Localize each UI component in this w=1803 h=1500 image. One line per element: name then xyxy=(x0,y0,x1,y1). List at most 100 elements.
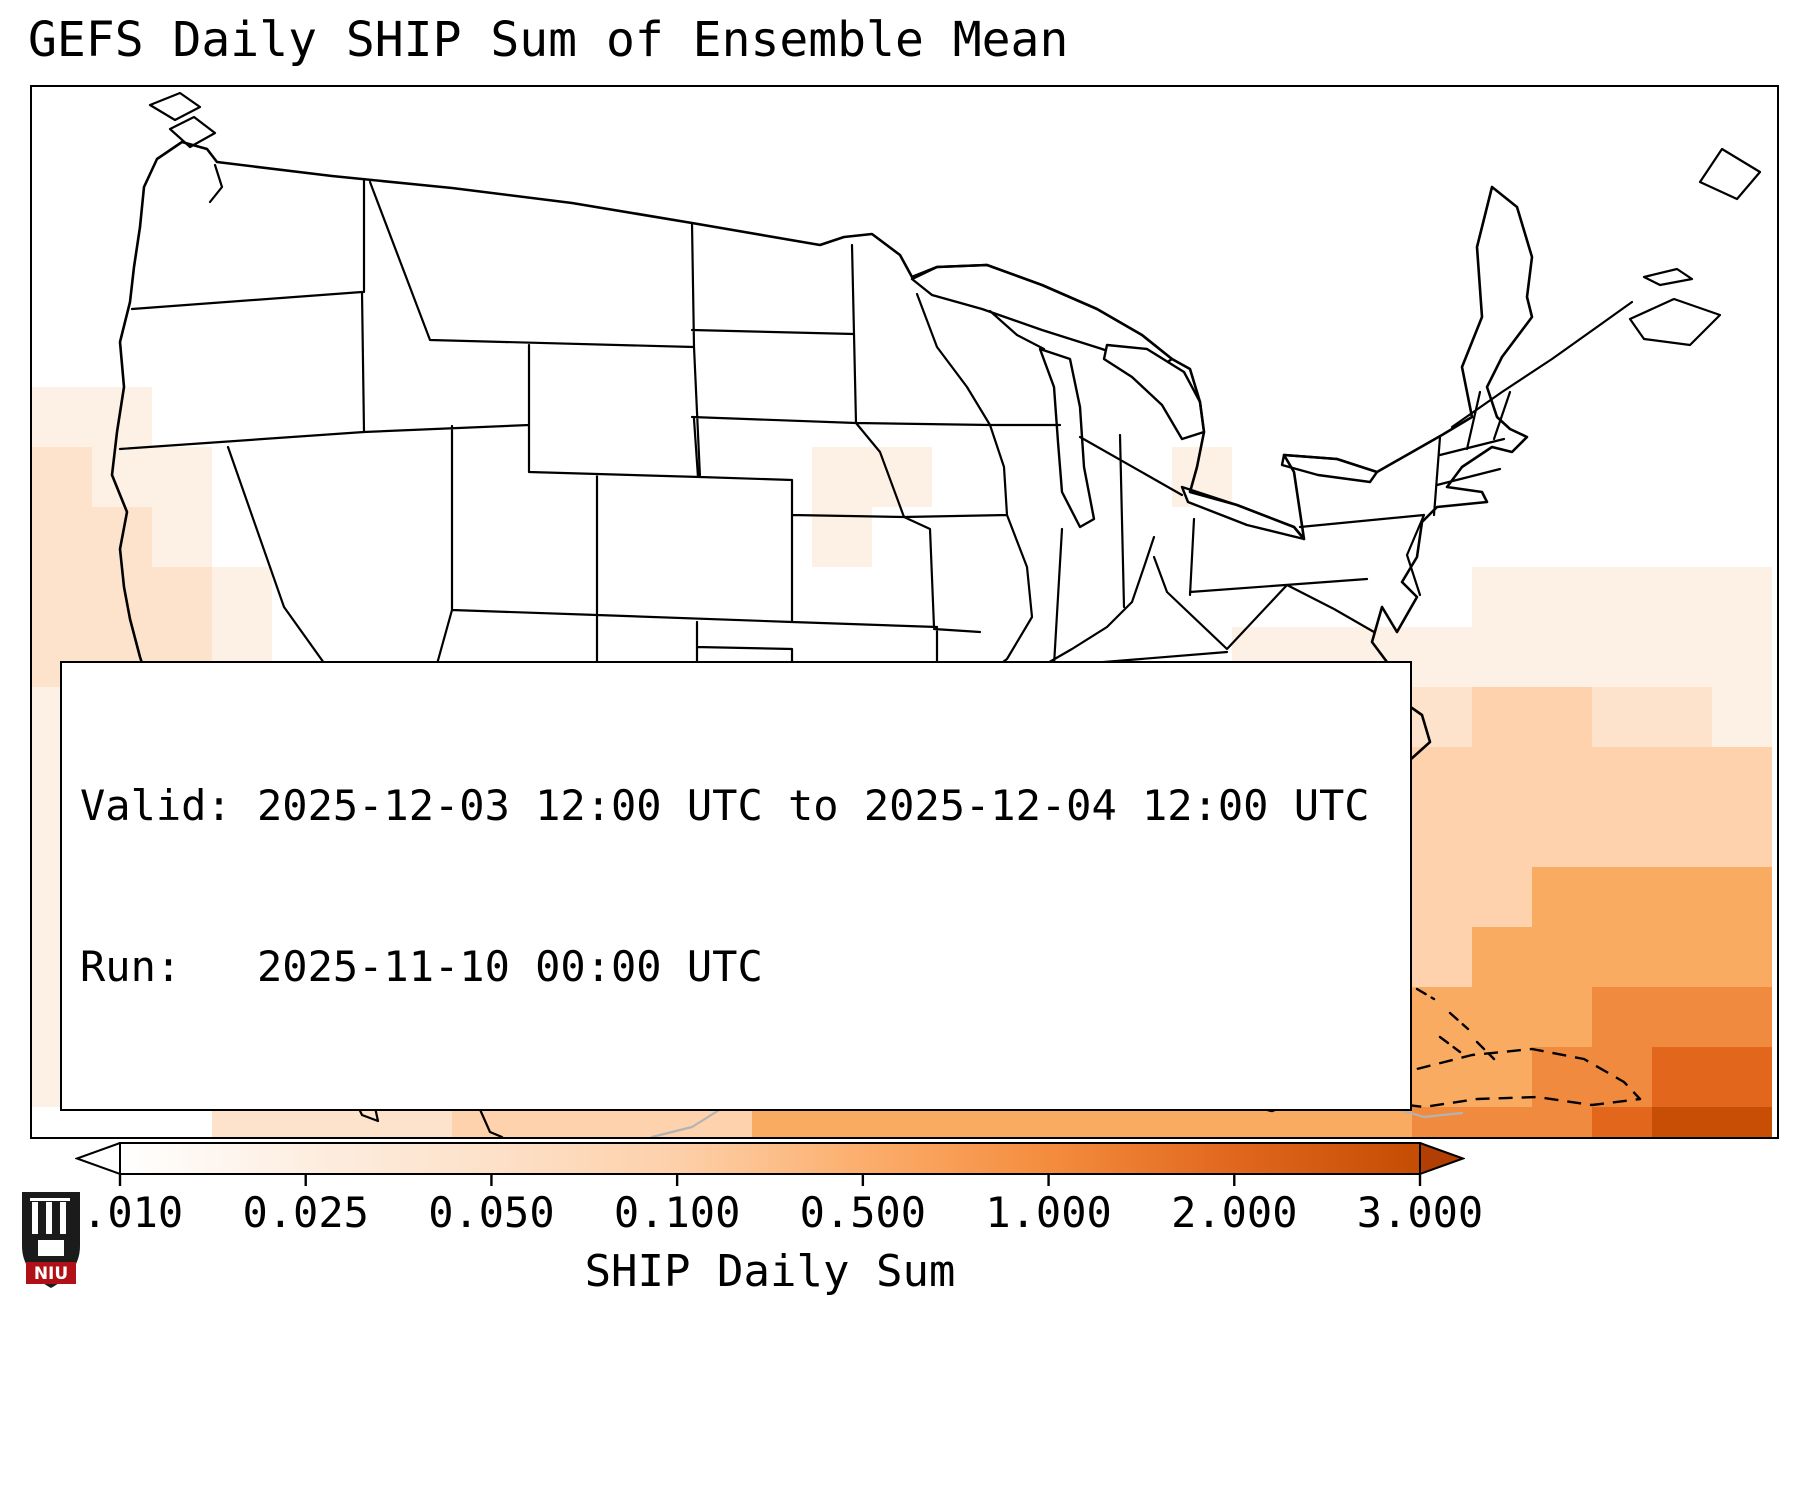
heatmap-cell xyxy=(32,387,92,447)
heatmap-cell xyxy=(1712,1047,1772,1107)
heatmap-cell xyxy=(1712,987,1772,1047)
heatmap-cell xyxy=(1052,1107,1112,1137)
heatmap-cell xyxy=(1472,927,1532,987)
heatmap-cell xyxy=(1592,687,1652,747)
heatmap-cell xyxy=(1412,807,1472,867)
heatmap-cell xyxy=(1652,987,1712,1047)
niu-logo-text: NIU xyxy=(34,1264,68,1284)
heatmap-cell xyxy=(1472,687,1532,747)
heatmap-cell xyxy=(1112,1107,1172,1137)
heatmap-cell xyxy=(1472,627,1532,687)
heatmap-cell xyxy=(1532,567,1592,627)
heatmap-cell xyxy=(872,1107,932,1137)
heatmap-cell xyxy=(1532,627,1592,687)
heatmap-cell xyxy=(1412,867,1472,927)
heatmap-cell xyxy=(1652,1047,1712,1107)
heatmap-cell xyxy=(1532,1047,1592,1107)
lake-michigan xyxy=(1038,347,1096,529)
heatmap-cell xyxy=(1712,1107,1772,1137)
heatmap-cell xyxy=(1592,1047,1652,1107)
heatmap-cell xyxy=(152,447,212,507)
colorbar-tick-label: 3.000 xyxy=(1356,1188,1484,1237)
colorbar-ticks xyxy=(118,1174,1422,1186)
heatmap-cell xyxy=(1472,987,1532,1047)
heatmap-cell xyxy=(1532,987,1592,1047)
heatmap-cell xyxy=(1412,747,1472,807)
heatmap-cell xyxy=(1652,567,1712,627)
heatmap-cell xyxy=(212,567,272,627)
colorbar-tick-label: 0.100 xyxy=(613,1188,741,1237)
heatmap-cell xyxy=(212,1107,272,1137)
canada-coast-fragments xyxy=(148,91,1762,429)
heatmap-cell xyxy=(1412,1047,1472,1107)
heatmap-cell xyxy=(152,567,212,627)
valid-run-info-box: Valid: 2025-12-03 12:00 UTC to 2025-12-0… xyxy=(60,661,1412,1111)
colorbar-tick-label: 0.050 xyxy=(428,1188,555,1237)
heatmap-cell xyxy=(1712,927,1772,987)
colorbar-area: 0.010 0.025 0.050 0.100 0.500 1.000 2.000 3.000… xyxy=(57,1141,1483,1302)
heatmap-cell xyxy=(32,507,92,567)
chart-title: GEFS Daily SHIP Sum of Ensemble Mean xyxy=(28,12,1069,68)
colorbar-tick-label: 2.000 xyxy=(1171,1188,1298,1237)
heatmap-cell xyxy=(1472,1107,1532,1137)
cuba-outline xyxy=(1375,1047,1642,1109)
colorbar-right-arrow xyxy=(1419,1141,1466,1176)
bahamas-keys-dashes xyxy=(1248,987,1496,1113)
heatmap-cell xyxy=(1592,567,1652,627)
niu-castle-icon xyxy=(30,1198,70,1256)
niu-banner xyxy=(26,1262,76,1284)
heatmap-cell xyxy=(1652,687,1712,747)
heatmap-cell xyxy=(1532,687,1592,747)
heatmap-cell xyxy=(1712,627,1772,687)
heatmap-cell xyxy=(572,1107,632,1137)
heatmap-cell xyxy=(1352,1107,1412,1137)
heatmap-cell xyxy=(332,1107,392,1137)
heatmap-cell xyxy=(1532,747,1592,807)
heatmap-cell xyxy=(1412,687,1472,747)
heatmap-cell xyxy=(1472,807,1532,867)
colorbar-gradient-bar xyxy=(119,1142,1421,1175)
heatmap-cell xyxy=(752,1107,812,1137)
heatmap-cell xyxy=(1652,867,1712,927)
heatmap-cell xyxy=(1712,807,1772,867)
great-lakes xyxy=(910,263,1379,541)
colorbar-tick-label: 0.025 xyxy=(242,1188,369,1237)
heatmap-cell xyxy=(152,507,212,567)
heatmap-cell xyxy=(812,1107,872,1137)
heatmap-cell xyxy=(1472,867,1532,927)
heatmap-cell xyxy=(932,1107,992,1137)
heatmap-cell xyxy=(1532,1107,1592,1137)
heatmap-cell xyxy=(1472,747,1532,807)
heatmap-cell xyxy=(1652,927,1712,987)
heatmap-cell xyxy=(392,1107,452,1137)
heatmap-cell xyxy=(992,1107,1052,1137)
colorbar-tick-label: 1.000 xyxy=(985,1188,1112,1237)
run-time-text: Run: 2025-11-10 00:00 UTC xyxy=(80,941,763,991)
heatmap-cell xyxy=(1592,1107,1652,1137)
heatmap-cell xyxy=(1652,1107,1712,1137)
valid-time-text: Valid: 2025-12-03 12:00 UTC to 2025-12-0… xyxy=(80,780,1370,830)
heatmap-cell xyxy=(1652,807,1712,867)
heatmap-cell xyxy=(1412,627,1472,687)
heatmap-cell xyxy=(1472,567,1532,627)
colorbar-tick-label: 0.500 xyxy=(799,1188,927,1237)
heatmap-cell xyxy=(1652,627,1712,687)
heatmap-cell xyxy=(1412,927,1472,987)
colorbar-axis-label: SHIP Daily Sum xyxy=(584,1246,956,1297)
heatmap-cell xyxy=(812,447,872,507)
heatmap-cell xyxy=(1592,927,1652,987)
heatmap-cell xyxy=(1532,927,1592,987)
heatmap-cell xyxy=(1592,867,1652,927)
heatmap-cell xyxy=(1712,567,1772,627)
colorbar-left-arrow xyxy=(74,1141,121,1176)
heatmap-cell xyxy=(1412,1107,1472,1137)
heatmap-cell xyxy=(1592,627,1652,687)
heatmap-cell xyxy=(1652,747,1712,807)
heatmap-cell xyxy=(632,1107,692,1137)
heatmap-cell xyxy=(1232,1107,1292,1137)
heatmap-cell xyxy=(1532,867,1592,927)
heatmap-cell xyxy=(512,1107,572,1137)
heatmap-cell xyxy=(32,567,92,627)
heatmap-cell xyxy=(1592,807,1652,867)
heatmap-cell xyxy=(1292,1107,1352,1137)
